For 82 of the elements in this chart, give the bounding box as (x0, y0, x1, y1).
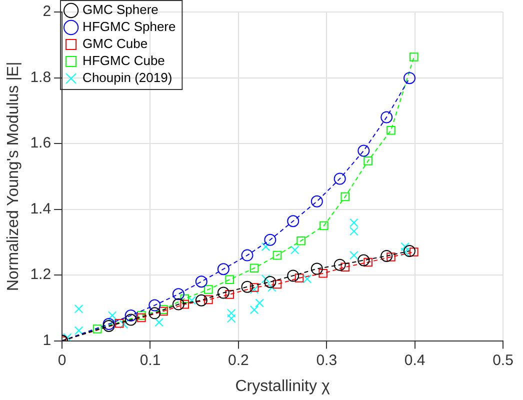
point (310, 262, 323, 275)
point (310, 195, 323, 208)
point (261, 274, 270, 284)
point (74, 326, 84, 335)
point (225, 290, 234, 299)
y-tick-label: 1.6 (30, 134, 52, 152)
point (340, 192, 350, 202)
point (290, 246, 300, 254)
point (180, 300, 190, 309)
point (148, 307, 161, 320)
legend-label: Choupin (2019) (82, 70, 172, 86)
point (180, 294, 190, 304)
point (119, 320, 128, 329)
point (250, 306, 259, 314)
x-tick-label: 0.2 (228, 352, 249, 369)
point (358, 254, 370, 266)
point (334, 258, 346, 271)
point (124, 314, 137, 326)
point (217, 263, 230, 276)
point (204, 295, 213, 304)
point (261, 242, 270, 252)
point (148, 299, 161, 312)
x-tick-label: 0.4 (404, 352, 426, 369)
y-tick-label: 1 (42, 332, 52, 349)
point (172, 288, 184, 300)
legend-label: HFGMC Cube (82, 53, 165, 68)
point (204, 285, 213, 294)
point (410, 52, 418, 62)
y-tick-label: 1.8 (30, 68, 52, 86)
legend-label: GMC Cube (82, 36, 148, 52)
point (264, 234, 276, 246)
point (302, 274, 312, 284)
point (410, 248, 418, 256)
x-axis-title: Crystallinity χ (235, 378, 330, 395)
point (124, 309, 137, 322)
point (364, 258, 372, 267)
point (187, 296, 196, 305)
point (92, 324, 102, 334)
legend-label: GMC Sphere (82, 2, 158, 18)
y-tick-label: 2 (42, 3, 52, 20)
point (74, 304, 84, 314)
point (350, 250, 358, 260)
point (380, 250, 393, 262)
y-tick-label: 1.4 (30, 200, 52, 218)
x-tick-label: 0.3 (316, 352, 338, 369)
point (334, 172, 346, 185)
point (114, 318, 124, 328)
point (195, 276, 208, 288)
point (386, 126, 396, 135)
point (404, 72, 416, 84)
point (225, 275, 234, 284)
point (241, 249, 254, 262)
point (250, 264, 259, 273)
point (287, 215, 300, 228)
point (268, 283, 276, 292)
point (137, 313, 146, 322)
point (318, 269, 328, 278)
x-tick-label: 0.1 (140, 352, 161, 369)
x-tick-label: 0.5 (492, 352, 514, 369)
point (172, 298, 184, 310)
point (296, 236, 306, 246)
point (255, 298, 264, 308)
y-axis-title: Normalized Young's Modulus |E| (5, 62, 22, 292)
point (241, 280, 254, 293)
x-tick-label: 0 (58, 352, 66, 369)
point (62, 333, 72, 341)
point (364, 156, 372, 166)
point (272, 280, 282, 289)
point (217, 286, 230, 299)
point (380, 111, 393, 124)
point (287, 270, 300, 282)
legend-label: HFGMC Sphere (82, 19, 176, 34)
point (404, 245, 416, 258)
point (264, 276, 276, 288)
point (294, 274, 304, 282)
point (340, 262, 350, 272)
point (154, 318, 164, 327)
y-tick-label: 1.2 (30, 266, 52, 284)
point (358, 144, 370, 157)
point (195, 294, 208, 306)
point (272, 250, 282, 260)
point (320, 221, 328, 230)
